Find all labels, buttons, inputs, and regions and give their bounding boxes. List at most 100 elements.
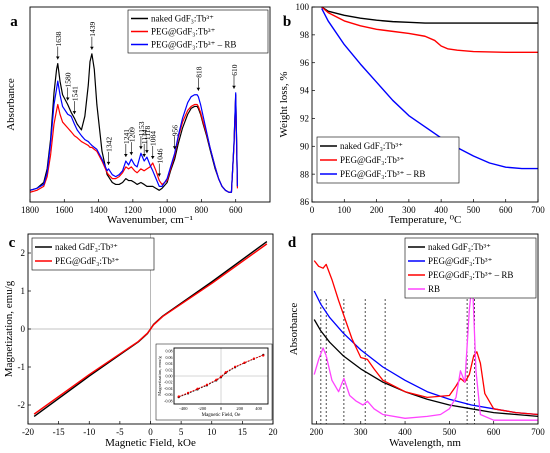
- panel-c-inset-background: [155, 343, 273, 421]
- panel-a-annotation-label-5: 1241: [122, 129, 131, 144]
- panel-a-annotation-label-10: 1084: [149, 131, 158, 146]
- panel-c-inset-x-tick-label-0: -400: [179, 406, 188, 411]
- panel-b-y-tick-label-7: 100: [296, 2, 310, 12]
- panel-a-annotation-label-6: 1209: [127, 127, 136, 142]
- panel-a-annotation-label-2: 1541: [70, 86, 79, 101]
- panel-d-y-axis-label: Absorbance: [288, 303, 300, 356]
- panel-c-inset-point-1-7: [234, 365, 237, 368]
- panel-a-annotation-label-14: 610: [230, 64, 239, 76]
- panel-b-legend-label-1: PEG@GdF₃:Tb³⁺: [340, 155, 405, 165]
- panel-d-legend-box: [404, 237, 537, 299]
- panel-a-series-line-2: [29, 80, 239, 193]
- panel-c-x-tick-label-5: 5: [179, 427, 184, 437]
- panel-b-series-line-1: [321, 6, 538, 53]
- panel-a-annotation-label-11: 1046: [155, 148, 164, 163]
- panel-b-y-axis-label: Weight loss, %: [278, 71, 290, 137]
- panel-a-annotation-arrowhead-0: [55, 56, 60, 60]
- panel-a-annotation-label-8: 1134: [140, 129, 149, 144]
- panel-a-annotation-arrowhead-2: [72, 111, 77, 115]
- panel-d-series-line-0: [313, 319, 539, 418]
- panel-c-inset-x-tick-label-1: -200: [198, 406, 207, 411]
- panel-a-letter: a: [10, 14, 18, 30]
- panel-c-series-line-1: [33, 243, 268, 415]
- panel-b-x-tick-label-3: 300: [402, 205, 416, 215]
- panel-a-annotation-arrowhead-14: [232, 85, 236, 89]
- panel-c-y-tick-label-4: 2: [21, 248, 26, 258]
- panel-b-x-tick-label-2: 200: [370, 205, 384, 215]
- panel-a-annotation-arrowhead-6: [129, 152, 134, 156]
- panel-c-inset-point-1-2: [196, 387, 199, 390]
- panel-d-x-tick-label-1: 300: [354, 427, 368, 437]
- panel-c-inset-y-tick-label-1: -0.06: [164, 392, 172, 397]
- panel-a-annotation-arrowhead-7: [139, 146, 143, 150]
- panel-d-legend-label-2: PEG@GdF₃:Tb³⁺ – RB: [428, 270, 513, 280]
- panel-a-x-tick-label-6: 600: [229, 205, 243, 215]
- panel-a-annotation-arrowhead-13: [196, 87, 201, 91]
- panel-a-annotation-label-4: 1342: [105, 137, 114, 152]
- panel-c-y-tick-label-1: -1: [18, 362, 26, 372]
- panel-a-annotation-arrowhead-12: [172, 146, 177, 150]
- panel-c-inset-point-1-10: [262, 354, 265, 357]
- panel-c-inset-y-tick-label-7: 0.06: [166, 355, 173, 360]
- panel-c-inset-y-axis-label: Magnetization, emu/g: [157, 356, 163, 396]
- panel-a-annotation-arrowhead-8: [142, 154, 146, 158]
- panel-c-x-tick-label-3: -5: [116, 427, 124, 437]
- panel-a-x-tick-label-1: 1600: [55, 205, 74, 215]
- panel-b-x-tick-label-0: 0: [310, 205, 315, 215]
- panel-c-legend-box: [31, 237, 155, 271]
- panel-d-uv-vis-chart: 200 300 400 500 600 700 Wavelength, nm Absorban…: [288, 233, 545, 449]
- panel-d-legend-label-0: naked GdF₃:Tb³⁺: [428, 242, 491, 252]
- panel-c-x-tick-label-1: -15: [53, 427, 65, 437]
- panel-b-x-tick-label-1: 100: [338, 205, 352, 215]
- panel-c-x-tick-label-4: 0: [148, 427, 153, 437]
- panel-c-inset-y-tick-label-3: -0.02: [164, 380, 172, 385]
- panel-d-series-line-3: [313, 278, 538, 421]
- panel-c-inset-point-1-3: [205, 383, 208, 386]
- panel-b-legend-label-2: PEG@GdF₃:Tb³⁺ – RB: [340, 169, 425, 179]
- panel-d-legend-label-1: PEG@GdF₃:Tb³⁺: [428, 256, 493, 266]
- panel-a-legend-label-0: naked GdF₃:Tb³⁺: [151, 14, 214, 24]
- panel-d-plot-frame: [311, 233, 539, 425]
- panel-a-x-tick-label-5: 800: [195, 205, 209, 215]
- panel-a-annotation-label-13: 818: [194, 66, 203, 78]
- panel-c-inset-y-tick-label-6: 0.04: [166, 361, 173, 366]
- panel-c-y-tick-label-2: 0: [21, 324, 26, 334]
- panel-d-x-tick-label-2: 400: [398, 427, 412, 437]
- panel-c-inset-x-axis-label: Magnetic Field, Oe: [202, 413, 242, 418]
- panel-c-inset-y-tick-label-8: 0.08: [166, 349, 173, 354]
- panel-c-inset-x-tick-label-3: 200: [236, 406, 244, 411]
- panel-a-annotation-arrowhead-9: [145, 150, 149, 154]
- panel-a-x-axis-label: Wavenumber, cm⁻¹: [107, 214, 193, 226]
- panel-c-inset-x-tick-label-4: 400: [255, 406, 263, 411]
- panel-b-legend-box: [316, 136, 460, 184]
- panel-c-y-tick-label-0: -2: [18, 400, 26, 410]
- panel-c-inset-point-1-1: [187, 391, 190, 394]
- panel-b-x-axis-label: Temperature, ⁰C: [389, 214, 462, 226]
- panel-a-annotation-label-7: 1153: [137, 121, 146, 136]
- panel-c-letter: c: [9, 235, 16, 251]
- panel-c-y-tick-label-3: 1: [21, 286, 26, 296]
- panel-b-y-tick-label-4: 94: [300, 86, 310, 96]
- panel-c-inset-point-1-5: [219, 375, 223, 378]
- panel-b-series-line-2: [321, 8, 538, 170]
- panel-a-x-tick-label-0: 1800: [21, 205, 40, 215]
- panel-a-legend-label-1: PEG@GdF₃:Tb³⁺: [151, 27, 216, 37]
- panel-d-x-tick-label-4: 600: [487, 427, 501, 437]
- panel-a-annotation-label-1: 1580: [64, 72, 73, 87]
- panel-b-tga-chart: 0 100 200 300 400 500 600 700 86 88 90 92 94 96 98 100 T…: [278, 2, 545, 226]
- panel-a-annotation-label-12: 956: [171, 125, 180, 137]
- panel-a-annotation-arrowhead-5: [124, 154, 128, 158]
- panel-c-inset-point-1-4: [215, 378, 218, 381]
- panel-c-inset-y-tick-label-5: 0.02: [166, 367, 173, 372]
- panel-a-x-tick-label-2: 1400: [90, 205, 109, 215]
- panel-d-series-line-1: [313, 290, 539, 416]
- panel-b-x-tick-label-6: 600: [499, 205, 513, 215]
- panel-a-ftir-chart: 1800 1600 1400 1200 1000 800 600 Wavenumber, cm…: [5, 6, 271, 226]
- panel-c-inset-y-tick-label-2: -0.04: [164, 386, 172, 391]
- panel-a-series-line-1: [29, 96, 239, 193]
- panel-a-annotation-arrowhead-3: [90, 46, 94, 50]
- panel-a-x-tick-label-4: 1000: [158, 205, 177, 215]
- panel-d-x-axis-label: Wavelength, nm: [389, 437, 461, 449]
